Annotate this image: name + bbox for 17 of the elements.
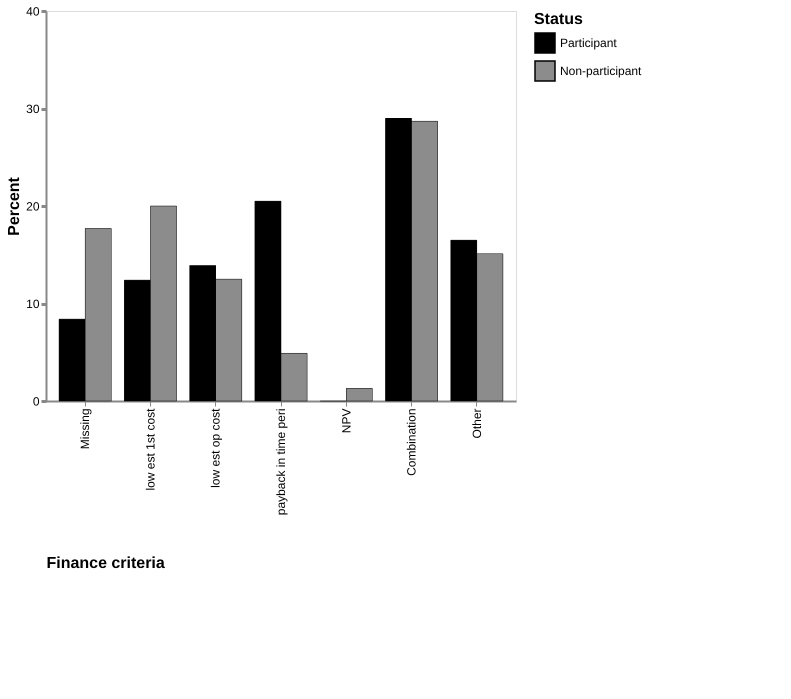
x-tick-label: Other xyxy=(470,408,484,439)
y-tick-label: 30 xyxy=(26,102,40,116)
x-tick-label: payback in time peri xyxy=(274,408,288,516)
y-axis-title: Percent xyxy=(6,176,24,236)
x-tick-label: NPV xyxy=(339,408,354,434)
x-tick-label: Missing xyxy=(78,408,92,450)
y-tick-label: 40 xyxy=(26,4,40,18)
legend-title: Status xyxy=(534,11,583,28)
y-tick-label: 10 xyxy=(26,297,40,311)
x-axis-title: Finance criteria xyxy=(46,555,165,572)
y-tick-label: 0 xyxy=(32,394,40,408)
x-tick-label: low est 1st cost xyxy=(143,408,158,491)
legend-label: Participant xyxy=(560,36,618,50)
legend-label: Non-participant xyxy=(560,64,642,78)
x-tick-label: Combination xyxy=(404,408,419,476)
x-tick-label: low est op cost xyxy=(208,408,223,488)
y-tick-label: 20 xyxy=(26,200,40,214)
